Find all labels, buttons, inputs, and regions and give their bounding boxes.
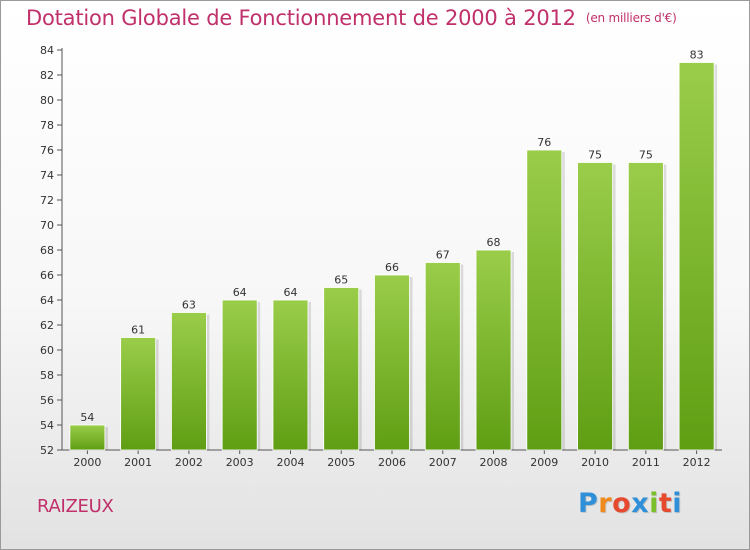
- y-tick-label: 52: [40, 444, 54, 457]
- x-tick-label: 2011: [632, 456, 660, 469]
- y-tick-label: 68: [40, 244, 54, 257]
- x-tick-label: 2009: [530, 456, 558, 469]
- commune-name: RAIZEUX: [37, 496, 114, 517]
- bar: [69, 424, 106, 451]
- bar: [678, 62, 715, 451]
- x-tick-label: 2007: [429, 456, 457, 469]
- bar: [221, 299, 258, 451]
- logo-letter: i: [672, 488, 683, 519]
- y-tick-label: 56: [40, 394, 54, 407]
- title-text: Dotation Globale de Fonctionnement de 20…: [26, 6, 576, 30]
- bar-value-label: 64: [233, 286, 247, 299]
- y-tick-label: 60: [40, 344, 54, 357]
- x-tick-label: 2008: [480, 456, 508, 469]
- bar: [323, 287, 360, 451]
- bar: [171, 312, 207, 451]
- x-tick-label: 2004: [276, 456, 304, 469]
- x-tick-label: 2010: [581, 456, 609, 469]
- y-tick-label: 54: [40, 419, 54, 432]
- x-tick-label: 2005: [327, 456, 355, 469]
- y-tick-label: 64: [40, 294, 54, 307]
- y-tick-label: 82: [40, 69, 54, 82]
- y-tick-label: 58: [40, 369, 54, 382]
- bar-value-label: 64: [283, 286, 297, 299]
- x-tick-label: 2003: [226, 456, 254, 469]
- y-tick-label: 80: [40, 94, 54, 107]
- bar: [475, 249, 512, 451]
- bar-value-label: 76: [537, 136, 551, 149]
- bar: [577, 162, 613, 451]
- x-tick-label: 2006: [378, 456, 406, 469]
- y-tick-label: 72: [40, 194, 54, 207]
- bar-value-label: 65: [334, 274, 348, 287]
- bar-value-label: 63: [182, 299, 196, 312]
- bar: [120, 337, 157, 451]
- logo-letter: o: [612, 488, 632, 519]
- y-tick-label: 74: [40, 169, 54, 182]
- x-tick-label: 2000: [73, 456, 101, 469]
- y-tick-label: 70: [40, 219, 54, 232]
- bar-value-label: 66: [385, 261, 399, 274]
- logo-letter: P: [578, 488, 599, 519]
- y-tick-label: 76: [40, 144, 54, 157]
- bar-value-label: 54: [80, 411, 94, 424]
- logo-letter: x: [631, 488, 650, 519]
- x-tick-label: 2012: [683, 456, 711, 469]
- bar-value-label: 75: [639, 149, 653, 162]
- x-tick-label: 2002: [175, 456, 203, 469]
- bar-value-label: 75: [588, 149, 602, 162]
- x-tick-label: 2001: [124, 456, 152, 469]
- logo-letter: t: [658, 488, 673, 519]
- logo-letter: i: [649, 488, 659, 519]
- bar: [424, 262, 461, 451]
- logo-letter: r: [598, 488, 613, 519]
- bar-value-label: 68: [487, 236, 501, 249]
- bar: [627, 162, 664, 451]
- chart-title: Dotation Globale de Fonctionnement de 20…: [26, 6, 677, 30]
- bar: [526, 149, 563, 451]
- bar-value-label: 83: [690, 49, 704, 62]
- bar: [374, 274, 410, 451]
- bar-value-label: 67: [436, 249, 450, 262]
- unit-label: (en milliers d'€): [585, 11, 677, 25]
- bar-value-label: 61: [131, 324, 145, 337]
- y-tick-label: 62: [40, 319, 54, 332]
- bar: [272, 299, 309, 451]
- proxiti-logo[interactable]: Proxiti: [578, 488, 682, 519]
- y-tick-label: 66: [40, 269, 54, 282]
- y-tick-label: 84: [40, 44, 54, 57]
- y-tick-label: 78: [40, 119, 54, 132]
